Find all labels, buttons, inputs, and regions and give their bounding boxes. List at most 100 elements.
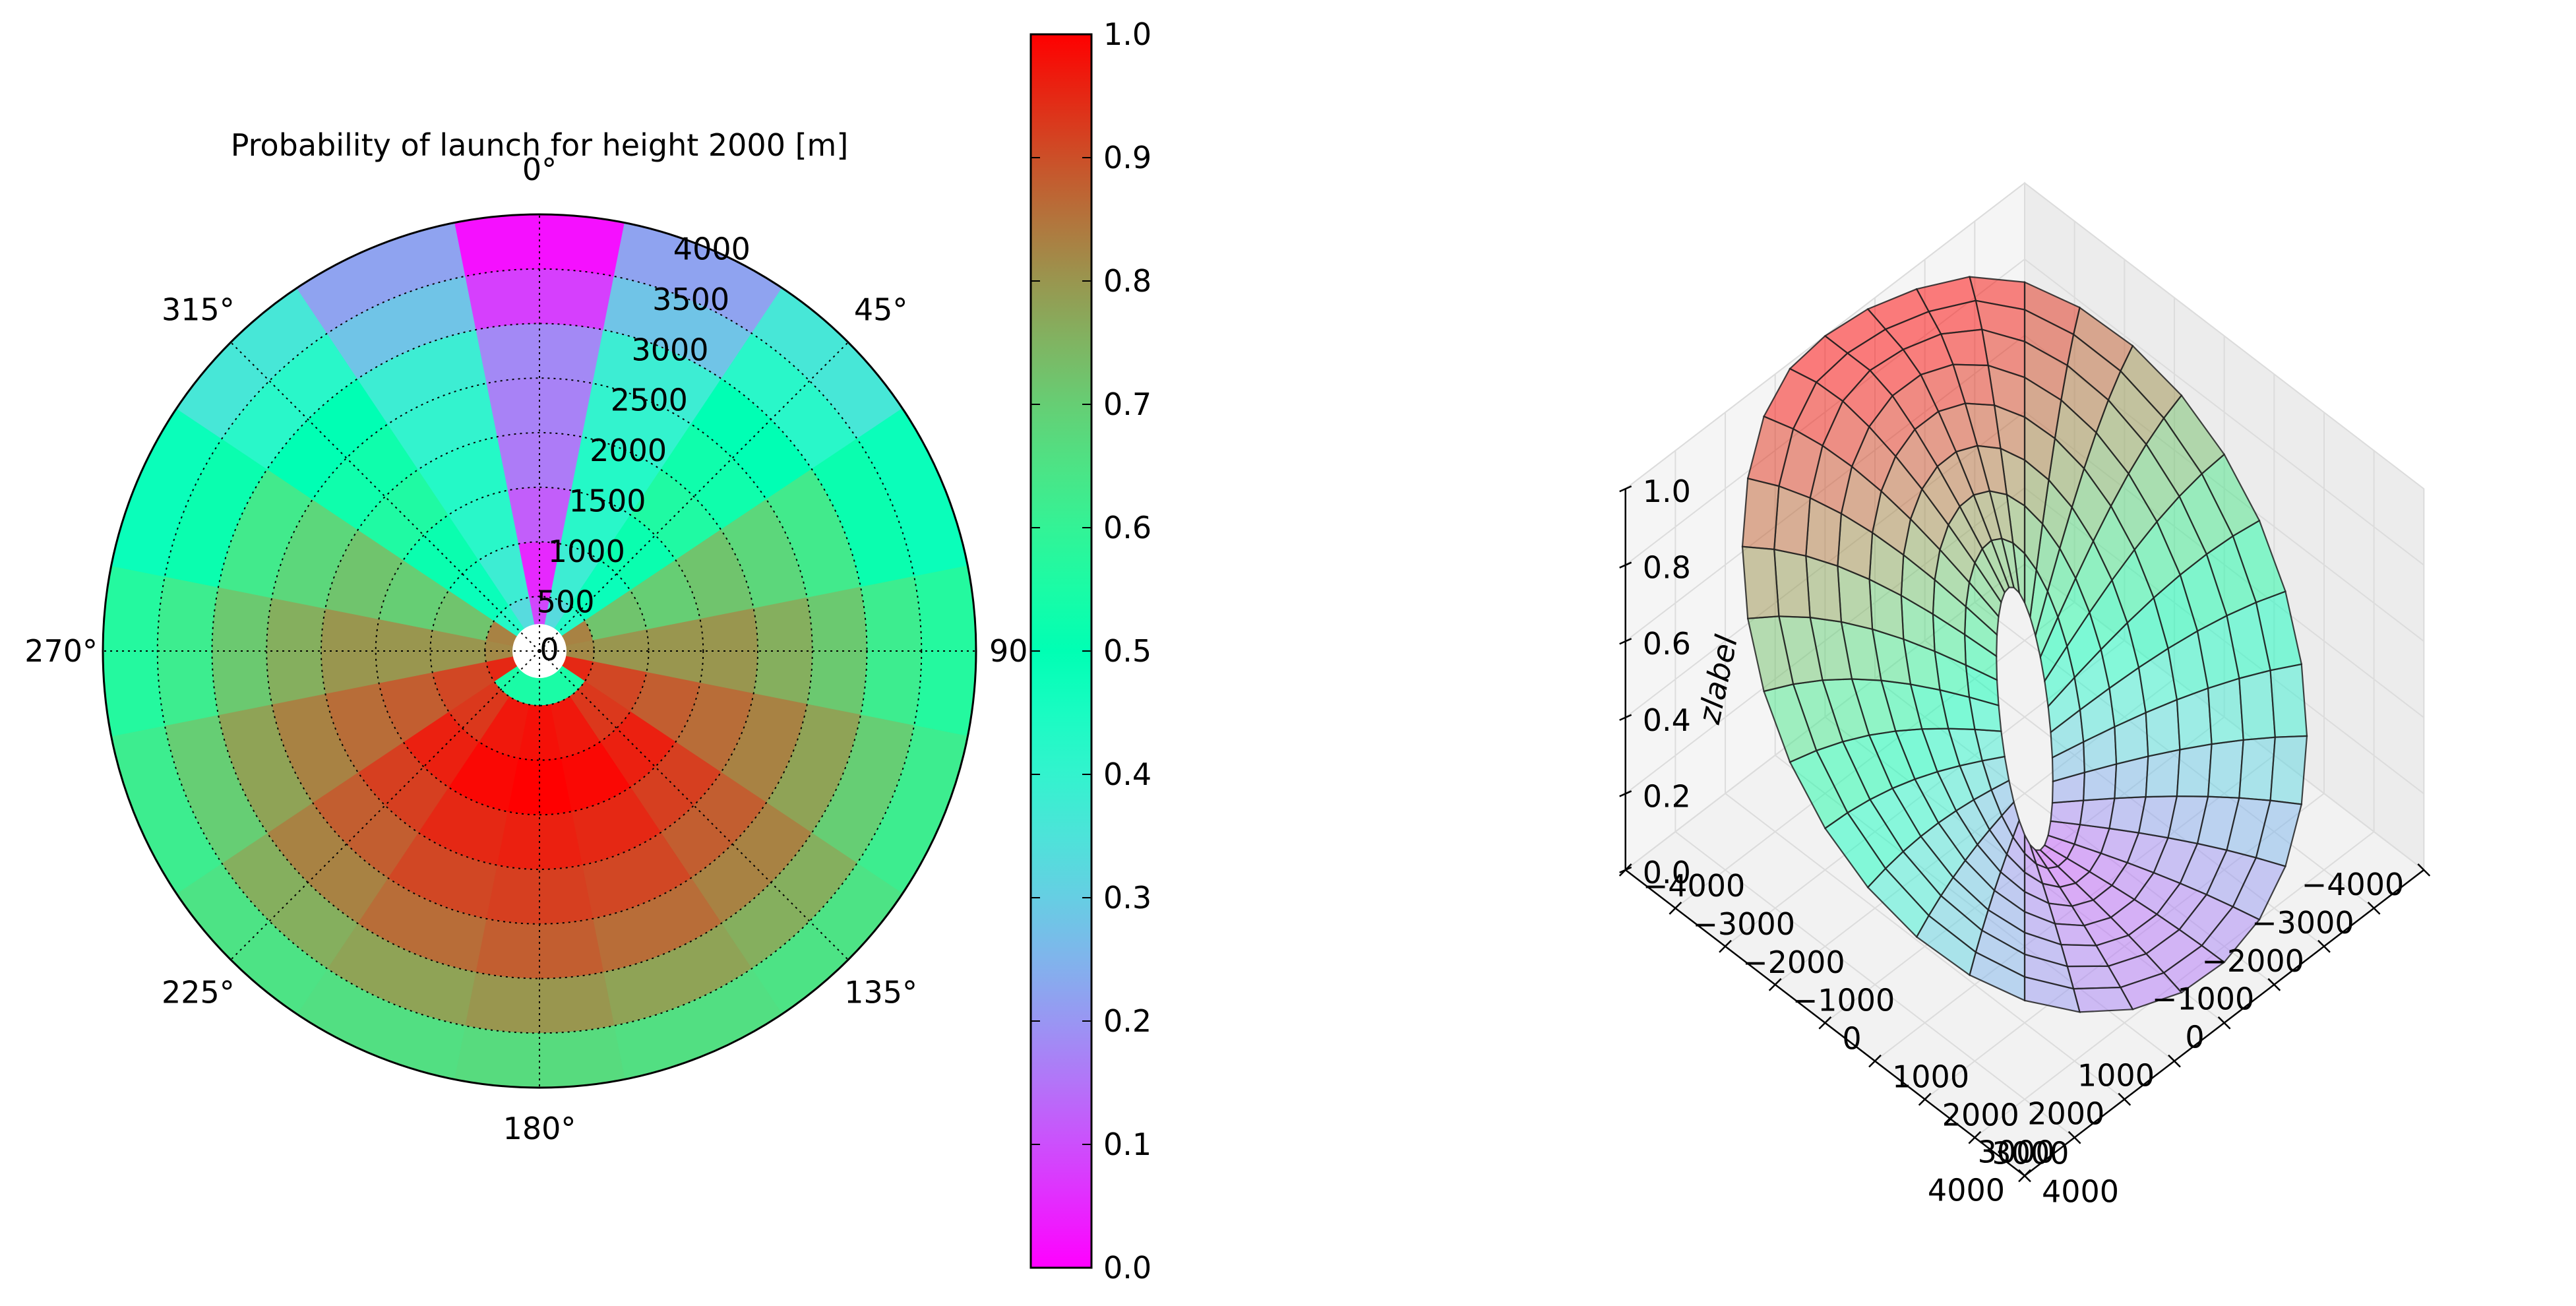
surface-face [2050, 799, 2085, 826]
polar-cell [913, 565, 977, 737]
y-tick [1868, 1054, 1882, 1068]
surface-face [2207, 677, 2244, 745]
x-tick-label: 4000 [1928, 1173, 2005, 1208]
x-tick-label: −4000 [2302, 867, 2405, 902]
polar-angle-label: 0° [522, 152, 557, 187]
surface-face [2207, 739, 2244, 799]
polar-grid-spoke [539, 342, 849, 652]
y-tick-label: 0 [1842, 1021, 1861, 1057]
polar-cell [454, 1025, 625, 1088]
polar-grid-spoke [230, 650, 540, 960]
surface-face [2269, 663, 2308, 738]
surface-3d-panel: −4000−3000−2000−100001000200030004000−40… [1618, 181, 2431, 1210]
surface-face [2269, 735, 2308, 805]
polar-radius-label: 0 [539, 632, 559, 668]
x-tick [2118, 1092, 2131, 1106]
surface-face [2238, 736, 2276, 801]
colorbar-tick-label: 0.6 [1103, 510, 1151, 545]
colorbar-tick-label: 0.9 [1103, 140, 1151, 175]
polar-cell [454, 214, 625, 277]
y-tick-label: 4000 [2042, 1174, 2119, 1210]
polar-radius-label: 3000 [631, 332, 708, 367]
polar-heatmap-cells [102, 214, 977, 1088]
x-tick [2217, 1016, 2231, 1030]
polar-grid-circle [266, 377, 813, 925]
polar-radius-label: 4000 [673, 231, 751, 266]
x-tick [2417, 863, 2431, 877]
x-tick-label: −3000 [2252, 905, 2354, 941]
z-tick [1619, 561, 1632, 569]
x-tick [2168, 1054, 2181, 1068]
z-tick [1619, 714, 1632, 721]
polar-heatmap-panel: Probability of launch for height 2000 [m… [24, 127, 1043, 1146]
y-tick-label: −4000 [1643, 868, 1746, 904]
polar-tick-labels: 0°45°90°135°180°225°270°315°050010001500… [24, 152, 1043, 1146]
colorbar-tick-label: 0.5 [1103, 633, 1151, 669]
polar-radius-label: 1000 [548, 534, 625, 569]
surface-face [2145, 749, 2181, 798]
colorbar: 0.0 0.1 0.2 0.3 0.4 0.5 0.6 0.7 0.8 0.9 1.0 [1029, 16, 1151, 1286]
z-tick-label: 0.6 [1643, 626, 1691, 662]
y-tick [1669, 901, 1682, 915]
polar-radius-label: 500 [537, 584, 595, 620]
x-tick-label: −1000 [2152, 981, 2255, 1017]
polar-radius-label: 2000 [590, 433, 667, 468]
polar-radius-label: 1500 [568, 483, 646, 519]
z-tick-label: 1.0 [1643, 474, 1691, 509]
polar-angle-label: 225° [162, 975, 235, 1011]
x-tick-label: −2000 [2201, 943, 2304, 979]
surface-face [1741, 477, 1780, 551]
polar-grid-circle [429, 541, 650, 761]
colorbar-tick-label: 0.3 [1103, 880, 1151, 916]
y-tick [1918, 1092, 1932, 1106]
x-tick [2317, 939, 2331, 953]
grid-line [2024, 259, 2424, 566]
polar-angle-label: 270° [24, 633, 98, 669]
polar-grid-spoke [230, 342, 540, 652]
y-tick-label: 1000 [1892, 1059, 1969, 1095]
x-tick-label: 1000 [2077, 1058, 2155, 1094]
x-tick [2267, 978, 2281, 991]
grid-line [2024, 182, 2424, 489]
y-tick-label: −3000 [1692, 906, 1795, 942]
colorbar-tick-label: 0.2 [1103, 1003, 1151, 1039]
y-tick-label: 2000 [1942, 1098, 2019, 1133]
polar-radius-label: 3500 [652, 282, 729, 317]
y-tick-label: 3000 [1992, 1136, 2069, 1171]
y-tick-label: −1000 [1793, 983, 1895, 1018]
polar-grid-circle [156, 268, 923, 1034]
z-tick [1619, 485, 1632, 493]
surface-face [1773, 548, 1811, 619]
polar-chart-title: Probability of launch for height 2000 [m… [231, 127, 849, 163]
polar-angle-label: 45° [854, 292, 908, 327]
z-tick-label: 0.2 [1643, 778, 1691, 814]
surface-face [1773, 485, 1811, 557]
polar-angle-label: 180° [503, 1111, 576, 1146]
y-tick [1818, 1016, 1832, 1030]
y-tick [1768, 978, 1782, 991]
z-tick-label: 0.0 [1643, 855, 1691, 890]
y-tick [1968, 1131, 1982, 1144]
surface-face [1741, 545, 1780, 619]
polar-grid-spoke [539, 650, 849, 960]
polar-frame [102, 213, 977, 1089]
surface-face [2238, 669, 2276, 741]
x-tick [2068, 1131, 2081, 1144]
z-tick-label: 0.4 [1643, 702, 1691, 738]
colorbar-tick-label: 0.7 [1103, 387, 1151, 422]
z-tick [1619, 790, 1632, 797]
polar-grid-circle [321, 432, 758, 870]
grid-line [1725, 793, 2125, 1100]
z-tick [1619, 866, 1632, 874]
y-tick [1719, 939, 1732, 953]
polar-grid [102, 213, 977, 1089]
x-tick-label: 0 [2185, 1020, 2204, 1055]
surface-face [2176, 743, 2213, 797]
z-tick [1619, 638, 1632, 645]
polar-cell [102, 565, 166, 737]
polar-grid-circle [375, 486, 704, 816]
colorbar-tick-label: 0.1 [1103, 1127, 1151, 1162]
colorbar-gradient [1029, 33, 1093, 1269]
x-tick-label: 2000 [2027, 1096, 2104, 1132]
